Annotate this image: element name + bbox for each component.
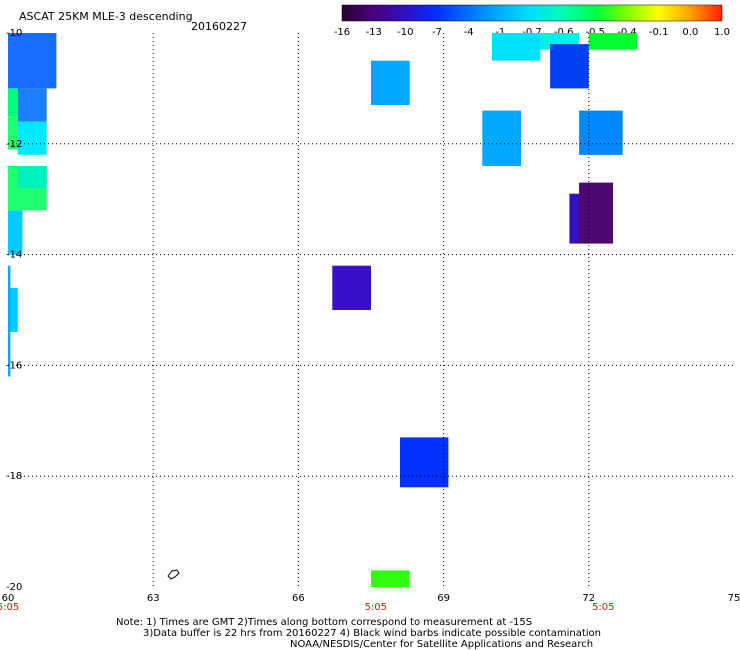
data-cell-0 — [8, 33, 57, 89]
data-cell-18 — [579, 182, 613, 244]
lon-label-3: 69 — [437, 593, 450, 604]
data-cell-14 — [588, 33, 638, 50]
lat-label-5: -20 — [6, 582, 22, 593]
colorbar-label-7: -0.6 — [554, 27, 574, 38]
colorbar-legend: -16 -13 -10 -7 -4 -1 -0.7 -0.6 -0.5 -0.4 -0.1 0.0 1.… — [334, 4, 730, 38]
lon-label-5: 75 — [728, 593, 740, 604]
colorbar-label-4: -4 — [464, 27, 474, 38]
lat-label-1: -12 — [6, 139, 22, 150]
data-cells — [8, 33, 638, 587]
data-cell-8 — [8, 287, 18, 333]
data-cell-6 — [17, 166, 47, 189]
longitude-labels: 60 63 66 69 72 75 — [2, 593, 740, 604]
data-cell-16 — [579, 110, 623, 155]
lon-label-4: 72 — [582, 593, 595, 604]
lat-label-0: -10 — [6, 28, 22, 39]
colorbar-label-10: -0.1 — [649, 27, 669, 38]
data-cell-7 — [8, 210, 23, 255]
lat-label-2: -14 — [6, 250, 22, 261]
time-labels: 5:05 5:05 5:05 — [0, 602, 615, 613]
island-outline — [167, 569, 180, 580]
colorbar-label-0: -16 — [334, 27, 350, 38]
colorbar-label-5: -1 — [495, 27, 505, 38]
colorbar-label-8: -0.5 — [586, 27, 606, 38]
colorbar-label-3: -7 — [432, 27, 442, 38]
colorbar-label-12: 1.0 — [714, 27, 730, 38]
data-cell-20 — [400, 437, 449, 488]
data-cell-13 — [550, 44, 589, 89]
footer-note-3: NOAA/NESDIS/Center for Satellite Applica… — [290, 639, 593, 650]
data-cell-1 — [8, 88, 18, 117]
data-cell-19 — [332, 265, 371, 310]
data-cell-11 — [492, 33, 541, 61]
lat-label-4: -18 — [6, 471, 22, 482]
data-cell-4 — [17, 121, 47, 155]
map-date: 20160227 — [191, 20, 247, 33]
colorbar-bar — [341, 4, 723, 22]
map-grid — [8, 33, 734, 587]
data-cell-3 — [8, 116, 18, 150]
lon-label-0: 60 — [2, 593, 15, 604]
colorbar-label-1: -13 — [366, 27, 382, 38]
lon-label-2: 66 — [292, 593, 305, 604]
colorbar-label-2: -10 — [397, 27, 413, 38]
data-cell-10 — [371, 60, 410, 105]
time-label-2: 5:05 — [592, 602, 614, 613]
time-label-0: 5:05 — [0, 602, 19, 613]
data-cell-9 — [8, 265, 11, 377]
lon-label-1: 63 — [147, 593, 160, 604]
data-cell-21 — [371, 570, 410, 587]
colorbar-label-9: -0.4 — [617, 27, 637, 38]
footer-note-1: Note: 1) Times are GMT 2)Times along bot… — [116, 617, 532, 628]
footer-note-2: 3)Data buffer is 22 hrs from 20160227 4)… — [143, 628, 601, 639]
data-cell-15 — [482, 110, 521, 166]
time-label-1: 5:05 — [365, 602, 387, 613]
data-cell-2 — [17, 88, 47, 122]
colorbar-label-11: 0.0 — [682, 27, 698, 38]
colorbar-label-6: -0.7 — [522, 27, 542, 38]
lat-label-3: -16 — [6, 360, 22, 371]
latitude-labels: -10 -12 -14 -16 -18 -20 — [6, 28, 22, 593]
map-title: ASCAT 25KM MLE-3 descending — [19, 10, 193, 23]
